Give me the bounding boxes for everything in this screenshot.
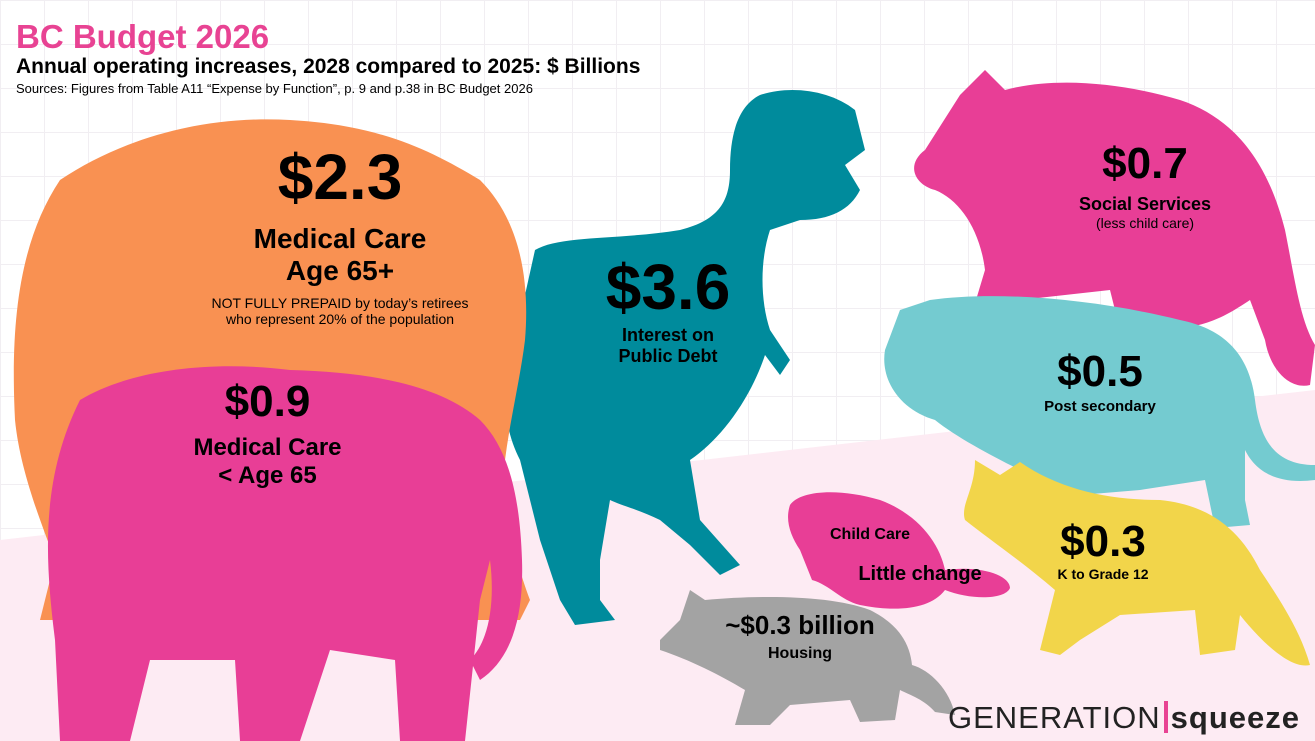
label-medical-under65: $0.9 Medical Care < Age 65 bbox=[130, 380, 405, 490]
value: $0.7 bbox=[1102, 139, 1188, 188]
label-medical-65plus: $2.3 Medical Care Age 65+ NOT FULLY PREP… bbox=[170, 145, 510, 327]
label: Public Debt bbox=[618, 346, 718, 366]
cougar-icon bbox=[884, 296, 1315, 528]
value: ~$0.3 billion bbox=[725, 610, 875, 640]
label: Medical Care bbox=[253, 223, 427, 254]
bear-icon bbox=[914, 70, 1315, 386]
label: Post secondary bbox=[1044, 398, 1156, 415]
raccoon-icon bbox=[660, 590, 955, 725]
logo-divider bbox=[1163, 701, 1168, 733]
value: $0.9 bbox=[224, 377, 311, 426]
value: $2.3 bbox=[277, 141, 403, 213]
t-rex-icon bbox=[505, 90, 865, 625]
label: Housing bbox=[768, 645, 832, 662]
beaver-icon bbox=[788, 492, 1010, 609]
logo-text: GENERATION bbox=[948, 700, 1161, 735]
source-note: Sources: Figures from Table A11 “Expense… bbox=[16, 81, 533, 96]
page-title: BC Budget 2026 bbox=[16, 18, 270, 55]
elephant-calf-icon bbox=[47, 366, 523, 741]
label: K to Grade 12 bbox=[1057, 566, 1149, 582]
label: (less child care) bbox=[1095, 215, 1195, 231]
value: $0.5 bbox=[1057, 347, 1143, 396]
label: Social Services bbox=[1078, 194, 1212, 214]
page-subtitle: Annual operating increases, 2028 compare… bbox=[16, 55, 641, 78]
value: $3.6 bbox=[605, 251, 731, 323]
value: $0.3 bbox=[1060, 517, 1146, 566]
label: Age 65+ bbox=[285, 255, 395, 286]
label: Interest on bbox=[621, 325, 714, 345]
logo-text: squeeze bbox=[1170, 700, 1301, 735]
fox-icon bbox=[963, 460, 1310, 666]
note: who represent 20% of the population bbox=[225, 311, 455, 327]
label: < Age 65 bbox=[218, 462, 317, 489]
label-social-services: $0.7 Social Services (less child care) bbox=[1045, 139, 1245, 232]
label-post-secondary: $0.5 Post secondary bbox=[1000, 347, 1200, 416]
label-k12: $0.3 K to Grade 12 bbox=[1003, 517, 1203, 583]
label-interest: $3.6 Interest on Public Debt bbox=[568, 255, 768, 367]
label-child-care: Child Care bbox=[829, 526, 910, 543]
generation-squeeze-logo: GENERATION squeeze bbox=[948, 700, 1300, 736]
label-housing: ~$0.3 billion Housing bbox=[680, 610, 920, 663]
note: NOT FULLY PREPAID by today’s retirees bbox=[211, 295, 469, 311]
label: Medical Care bbox=[193, 434, 342, 461]
label-child-care-note: Little change bbox=[858, 563, 982, 585]
